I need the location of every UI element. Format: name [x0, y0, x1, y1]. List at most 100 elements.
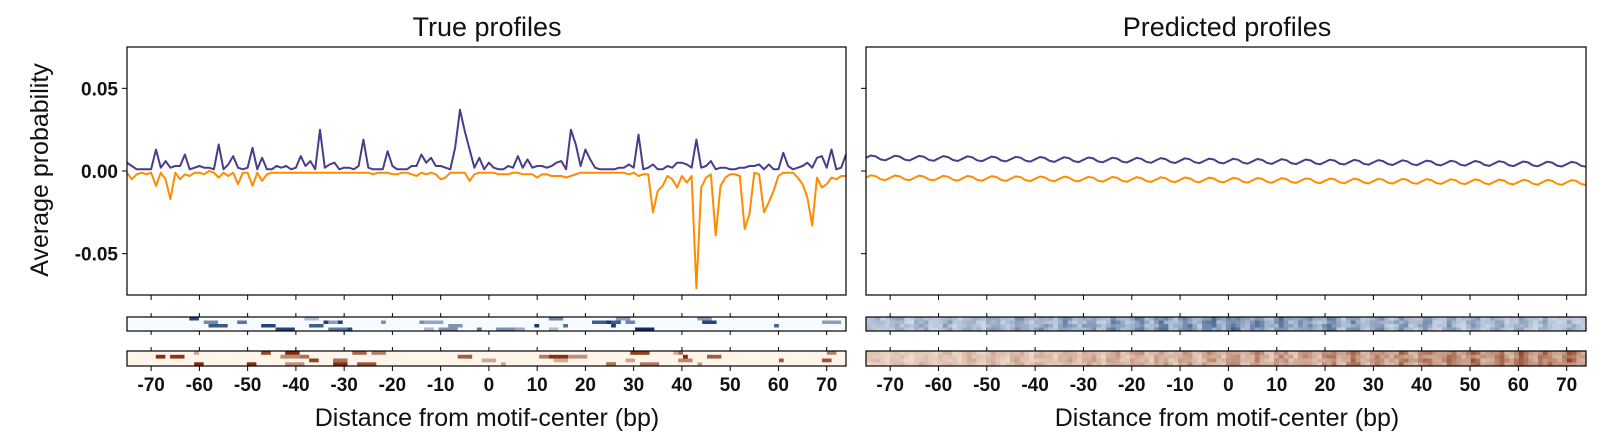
heatmap-cell: [1355, 354, 1361, 359]
heatmap-cell: [548, 354, 568, 359]
heatmap-cell: [875, 320, 881, 325]
heatmap-cell: [981, 320, 987, 325]
heatmap-cell: [299, 354, 310, 359]
heatmap-cell: [1168, 351, 1174, 355]
heatmap-cell: [1446, 351, 1452, 355]
heatmap-cell: [971, 327, 977, 332]
heatmap-cell: [1576, 324, 1582, 328]
heatmap-cell: [424, 327, 434, 331]
heatmap-cell: [1182, 324, 1188, 328]
heatmap-cell: [966, 362, 972, 367]
heatmap-cell: [1130, 324, 1136, 328]
heatmap-cell: [1005, 320, 1011, 325]
heatmap-cell: [914, 320, 920, 325]
heatmap-cell: [1067, 362, 1073, 367]
heatmap-cell: [1149, 358, 1155, 363]
heatmap-cell: [1072, 324, 1078, 328]
heatmap-cell: [885, 358, 891, 363]
heatmap-cell: [1370, 320, 1376, 325]
heatmap-cell: [1576, 320, 1582, 325]
heatmap-cell: [904, 324, 910, 328]
heatmap-cell: [1096, 351, 1102, 355]
heatmap-cell: [870, 362, 876, 367]
heatmap-cell: [1446, 354, 1452, 359]
heatmap-cell: [1307, 324, 1313, 328]
heatmap-cell: [1005, 327, 1011, 332]
heatmap-cell: [1485, 324, 1491, 328]
x-tick-label: 50: [720, 375, 741, 396]
heatmap-cell: [923, 354, 929, 359]
heatmap-cell: [1341, 317, 1347, 321]
heatmap-cell: [1091, 320, 1097, 325]
heatmap-cell: [1173, 362, 1179, 367]
heatmap-cell: [1528, 320, 1534, 325]
heatmap-cell: [942, 358, 948, 363]
heatmap-cell: [1197, 358, 1203, 363]
heatmap-cell: [933, 317, 939, 321]
heatmap-cell: [1408, 317, 1414, 321]
heatmap-cell: [1038, 324, 1044, 328]
heatmap-cell: [1096, 358, 1102, 363]
heatmap-cell: [1514, 317, 1520, 321]
heatmap-frame: [865, 350, 1587, 367]
heatmap-cell: [1240, 354, 1246, 359]
heatmap-cell: [1034, 354, 1040, 359]
heatmap-cell: [1317, 324, 1323, 328]
right-heatmaps: [866, 317, 1587, 367]
heatmap-cell: [1509, 320, 1515, 325]
heatmap-cell: [1518, 327, 1524, 332]
heatmap-cell: [1019, 317, 1025, 321]
heatmap-cell: [1043, 320, 1049, 325]
heatmap-cell: [1384, 320, 1390, 325]
heatmap-cell: [1202, 320, 1208, 325]
heatmap-cell: [875, 358, 881, 363]
heatmap-cell: [1514, 358, 1520, 363]
heatmap-cell: [1437, 358, 1443, 363]
heatmap-cell: [1470, 317, 1476, 321]
heatmap-cell: [1086, 362, 1092, 367]
heatmap-cell: [1269, 354, 1275, 359]
heatmap-cell: [1014, 317, 1020, 321]
heatmap-cell: [1053, 358, 1059, 363]
heatmap-cell: [1197, 324, 1203, 328]
heatmap-cell: [986, 317, 992, 321]
heatmap-cell: [702, 320, 717, 324]
heatmap-cell: [1274, 362, 1280, 367]
heatmap-cell: [1384, 351, 1390, 355]
heatmap-cell: [1173, 327, 1179, 332]
heatmap-cell: [1226, 351, 1232, 355]
heatmap-cell: [1029, 354, 1035, 359]
heatmap-cell: [1490, 317, 1496, 321]
heatmap-cell: [1053, 354, 1059, 359]
heatmap-cell: [1029, 358, 1035, 363]
heatmap-cell: [1408, 354, 1414, 359]
heatmap-cell: [1115, 351, 1121, 355]
heatmap-cell: [1163, 320, 1169, 325]
heatmap-cell: [909, 354, 915, 359]
heatmap-cell: [1322, 362, 1328, 367]
heatmap-cell: [923, 324, 929, 328]
heatmap-cell: [1322, 358, 1328, 363]
heatmap-cell: [1370, 351, 1376, 355]
heatmap-cell: [885, 354, 891, 359]
heatmap-cell: [1571, 317, 1577, 321]
heatmap-cell: [1442, 320, 1448, 325]
heatmap-cell: [1360, 317, 1366, 321]
heatmap-cell: [1158, 351, 1164, 355]
heatmap-cell: [1110, 354, 1116, 359]
heatmap-cell: [1317, 320, 1323, 325]
heatmap-frame: [126, 350, 847, 367]
heatmap-cell: [1240, 324, 1246, 328]
heatmap-cell: [1005, 324, 1011, 328]
heatmap-cell: [1355, 327, 1361, 332]
heatmap-cell: [1437, 327, 1443, 332]
heatmap-cell: [866, 317, 872, 321]
heatmap-cell: [875, 327, 881, 332]
heatmap-cell: [1019, 327, 1025, 332]
heatmap-cell: [1562, 317, 1568, 321]
heatmap-cell: [1456, 324, 1462, 328]
x-tick-label: -20: [1118, 375, 1145, 396]
heatmap-cell: [1230, 351, 1236, 355]
heatmap-cell: [1144, 320, 1150, 325]
heatmap-cell: [894, 362, 900, 367]
